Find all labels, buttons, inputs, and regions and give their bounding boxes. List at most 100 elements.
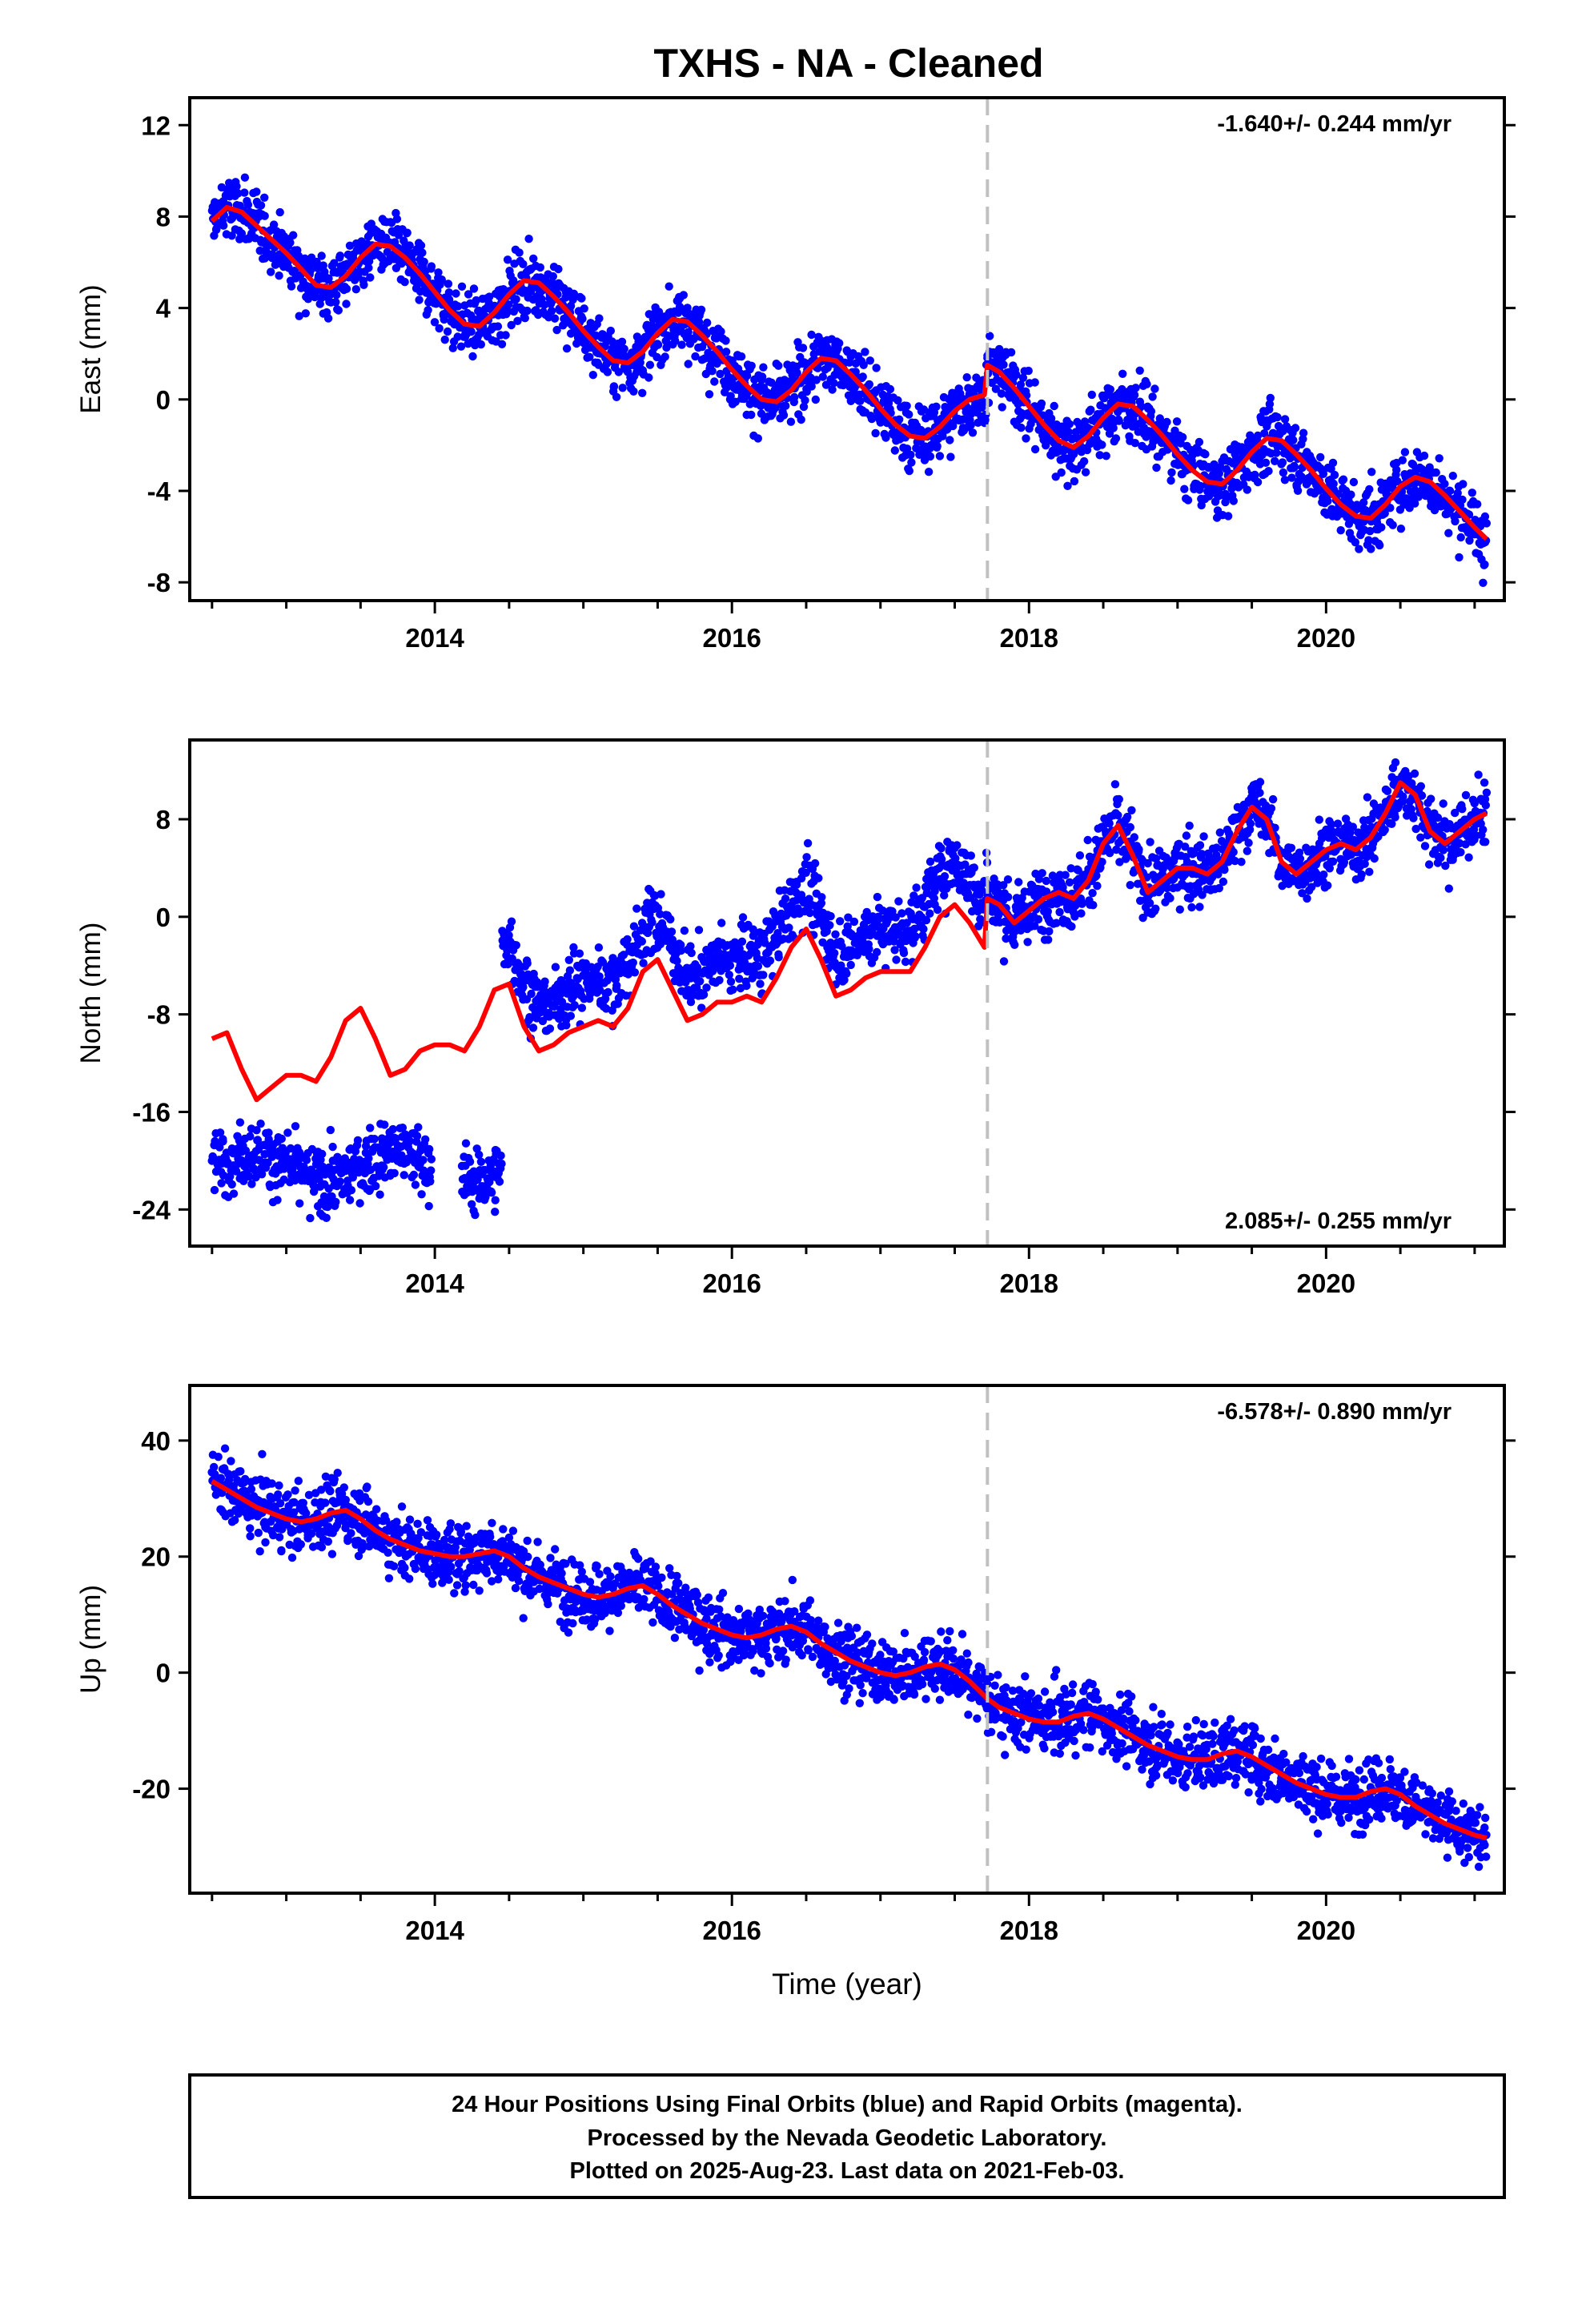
- north-point: [668, 935, 677, 944]
- east-point: [890, 446, 900, 455]
- north-point: [1470, 798, 1480, 808]
- east-point: [617, 337, 627, 346]
- east-point: [753, 434, 762, 443]
- east-point: [569, 289, 578, 298]
- north-point: [257, 1170, 267, 1179]
- east-point: [1435, 454, 1443, 463]
- north-point: [419, 1156, 428, 1164]
- east-point: [520, 314, 529, 323]
- north-point: [1077, 909, 1086, 918]
- east-point: [1367, 545, 1375, 553]
- north-point: [1014, 878, 1023, 887]
- east-point: [1081, 468, 1090, 476]
- east-point: [694, 317, 704, 327]
- north-point: [241, 1146, 251, 1156]
- east-point: [907, 458, 916, 467]
- north-point: [801, 868, 810, 878]
- east-point: [1456, 533, 1465, 542]
- east-point: [1458, 495, 1467, 505]
- east-point: [1480, 512, 1490, 521]
- east-point: [501, 331, 510, 340]
- east-point: [801, 396, 809, 405]
- north-point: [1436, 854, 1445, 862]
- east-point: [999, 360, 1008, 369]
- east-point: [444, 279, 453, 288]
- east-point: [453, 332, 462, 341]
- north-point: [1348, 822, 1358, 831]
- east-point: [871, 428, 880, 438]
- north-point: [666, 915, 675, 924]
- east-point: [679, 291, 688, 300]
- north-point: [873, 892, 882, 902]
- north-point: [1126, 822, 1135, 832]
- north-point: [628, 958, 637, 967]
- north-point: [273, 1196, 282, 1204]
- north-point: [1195, 841, 1205, 850]
- north-point: [252, 1126, 261, 1135]
- north-point: [1231, 856, 1239, 866]
- north-point: [370, 1135, 379, 1144]
- north-point: [825, 921, 834, 930]
- north-point: [1441, 861, 1450, 870]
- north-point: [624, 970, 632, 979]
- east-point: [427, 262, 436, 271]
- north-point: [1138, 913, 1147, 923]
- east-point: [515, 248, 524, 257]
- north-point: [398, 1124, 408, 1132]
- north-point: [424, 1201, 433, 1211]
- north-point: [656, 890, 665, 899]
- north-point: [229, 1189, 239, 1198]
- east-point: [416, 241, 426, 250]
- north-point: [940, 891, 949, 900]
- east-point: [946, 452, 955, 461]
- north-point: [826, 911, 835, 921]
- north-point: [1219, 877, 1228, 887]
- east-point: [872, 364, 881, 372]
- east-point: [1102, 452, 1110, 460]
- north-point: [595, 972, 604, 981]
- north-point: [1145, 899, 1154, 907]
- east-point: [552, 325, 561, 335]
- east-point: [779, 411, 789, 420]
- east-point: [524, 235, 533, 243]
- north-point: [797, 874, 806, 883]
- north-point: [785, 923, 793, 932]
- east-point: [1459, 480, 1468, 489]
- north-point: [1083, 835, 1092, 845]
- east-point: [846, 396, 856, 405]
- north-point: [1267, 804, 1276, 813]
- north-point: [245, 1172, 254, 1181]
- north-point: [725, 961, 735, 970]
- north-xtick-label: 2018: [1000, 1269, 1058, 1298]
- north-point: [888, 907, 897, 916]
- up-point: [220, 1444, 230, 1453]
- east-point: [252, 187, 261, 196]
- east-point: [802, 387, 811, 396]
- north-point: [849, 917, 859, 927]
- north-point: [699, 990, 709, 999]
- east-point: [232, 182, 241, 191]
- north-ytick-label: -16: [132, 1097, 171, 1127]
- east-point: [1336, 526, 1345, 535]
- east-point: [1280, 415, 1290, 424]
- north-point: [1315, 815, 1324, 824]
- east-point: [1030, 444, 1040, 454]
- east-point: [577, 294, 586, 303]
- east-model-curve: [210, 205, 1488, 541]
- east-point: [1448, 472, 1458, 480]
- east-point: [912, 444, 921, 452]
- north-point: [523, 959, 532, 968]
- north-point: [322, 1213, 331, 1223]
- north-point: [1070, 912, 1079, 921]
- east-point: [219, 221, 228, 230]
- east-point: [286, 238, 295, 247]
- east-point: [1365, 485, 1374, 494]
- east-point: [933, 442, 942, 451]
- north-point: [1328, 857, 1338, 866]
- north-point: [781, 895, 790, 903]
- east-point: [905, 410, 913, 419]
- up-point: [269, 1530, 278, 1540]
